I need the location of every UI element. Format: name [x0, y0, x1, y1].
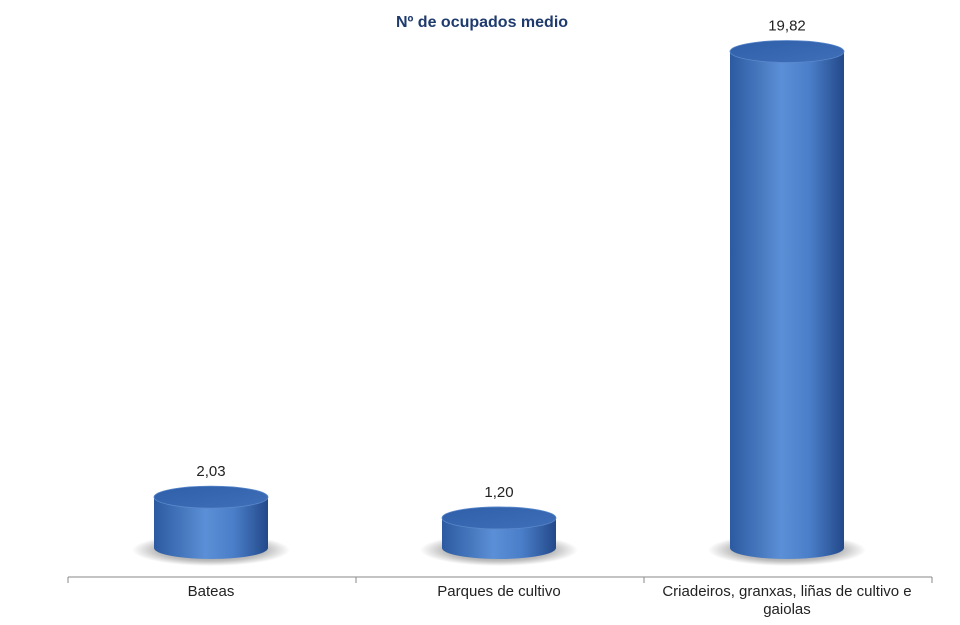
bar-body: [154, 497, 268, 559]
x-tick-label: Bateas: [187, 583, 235, 600]
bar: [708, 40, 866, 566]
bar-body: [442, 517, 556, 559]
x-tick-label: Parques de cultivo: [437, 583, 561, 600]
bar-top: [729, 40, 845, 63]
bar-body: [730, 51, 844, 559]
data-label: 19,82: [768, 18, 806, 35]
chart-title: Nº de ocupados medio: [395, 14, 569, 31]
x-tick-label: Criadeiros, granxas, liñas de cultivo e …: [662, 583, 912, 618]
bar: [420, 506, 578, 566]
data-label: 1,20: [484, 484, 513, 501]
bar-top: [153, 485, 269, 509]
bar-top: [441, 506, 557, 530]
bar: [132, 485, 290, 566]
data-label: 2,03: [196, 463, 225, 480]
